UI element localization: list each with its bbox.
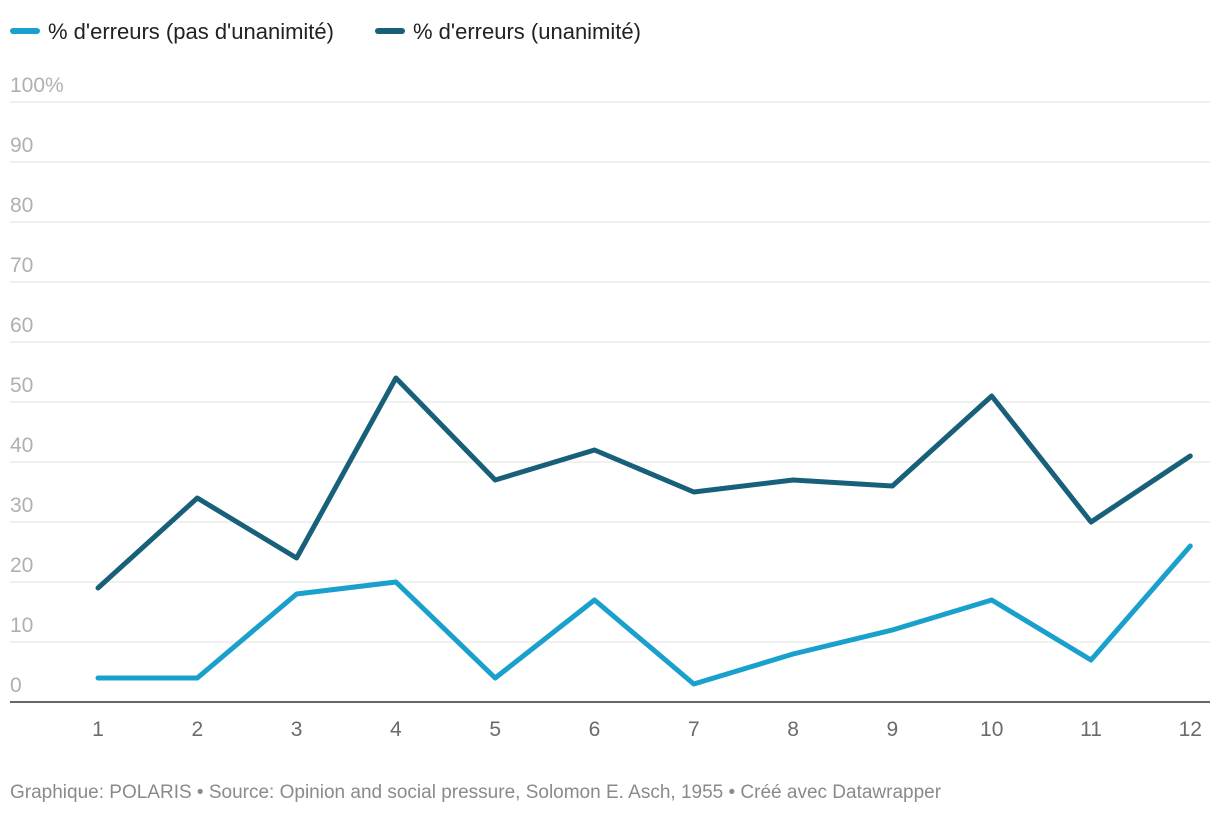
y-tick-label: 10 xyxy=(10,614,33,637)
x-tick-label: 11 xyxy=(1080,718,1102,741)
x-tick-label: 5 xyxy=(489,718,501,741)
legend: % d'erreurs (pas d'unanimité) % d'erreur… xyxy=(10,19,641,44)
y-tick-label: 20 xyxy=(10,554,33,577)
x-tick-label: 2 xyxy=(191,718,203,741)
x-tick-label: 8 xyxy=(787,718,799,741)
x-tick-label: 3 xyxy=(291,718,303,741)
y-tick-label: 70 xyxy=(10,254,33,277)
x-axis-ticks: 1 2 3 4 5 6 7 8 9 10 11 12 xyxy=(92,718,1202,741)
x-tick-label: 6 xyxy=(589,718,601,741)
series-line-1 xyxy=(95,543,1193,687)
line-chart: % d'erreurs (pas d'unanimité) % d'erreur… xyxy=(10,19,1210,741)
x-tick-label: 4 xyxy=(390,718,402,741)
y-axis-ticks: 0 10 20 30 40 50 60 70 80 90 100% xyxy=(10,74,64,697)
series-line-2 xyxy=(95,375,1193,591)
legend-label-series-2: % d'erreurs (unanimité) xyxy=(413,19,641,44)
y-tick-label: 80 xyxy=(10,194,33,217)
x-tick-label: 9 xyxy=(887,718,899,741)
y-tick-label: 100% xyxy=(10,74,64,97)
y-tick-label: 50 xyxy=(10,374,33,397)
y-tick-label: 40 xyxy=(10,434,33,457)
x-tick-label: 10 xyxy=(980,718,1003,741)
x-tick-label: 1 xyxy=(92,718,104,741)
y-tick-label: 90 xyxy=(10,134,33,157)
legend-label-series-1: % d'erreurs (pas d'unanimité) xyxy=(48,19,334,44)
y-tick-label: 30 xyxy=(10,494,33,517)
series-lines xyxy=(95,375,1193,687)
chart-footer: Graphique: POLARIS • Source: Opinion and… xyxy=(10,782,942,803)
gridlines xyxy=(10,101,1210,703)
y-tick-label: 0 xyxy=(10,674,22,697)
x-tick-label: 12 xyxy=(1179,718,1202,741)
x-tick-label: 7 xyxy=(688,718,700,741)
y-tick-label: 60 xyxy=(10,314,33,337)
